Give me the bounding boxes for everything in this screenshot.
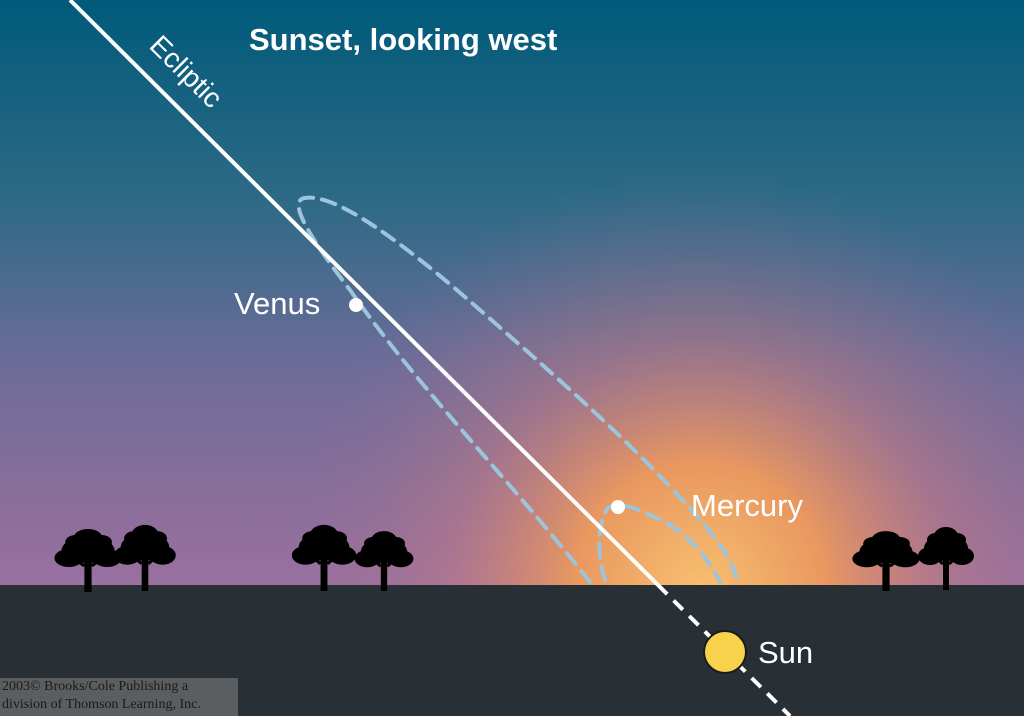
venus-dot <box>349 298 363 312</box>
sun-label: Sun <box>758 635 813 670</box>
diagram-title: Sunset, looking west <box>249 22 557 57</box>
credit-line-1: 2003© Brooks/Cole Publishing a <box>2 679 189 694</box>
venus-orbit-path <box>296 195 739 584</box>
sun-disk <box>703 630 747 674</box>
venus-label: Venus <box>234 286 320 321</box>
ecliptic-line <box>68 0 660 587</box>
mercury-dot <box>611 500 625 514</box>
mercury-label: Mercury <box>691 488 803 523</box>
ground <box>0 585 1024 716</box>
sunset-glow <box>0 0 1024 586</box>
mercury-orbit-path <box>597 503 722 584</box>
copyright-credit: 2003© Brooks/Cole Publishing a division … <box>0 678 238 716</box>
credit-line-2: division of Thomson Learning, Inc. <box>2 697 201 712</box>
